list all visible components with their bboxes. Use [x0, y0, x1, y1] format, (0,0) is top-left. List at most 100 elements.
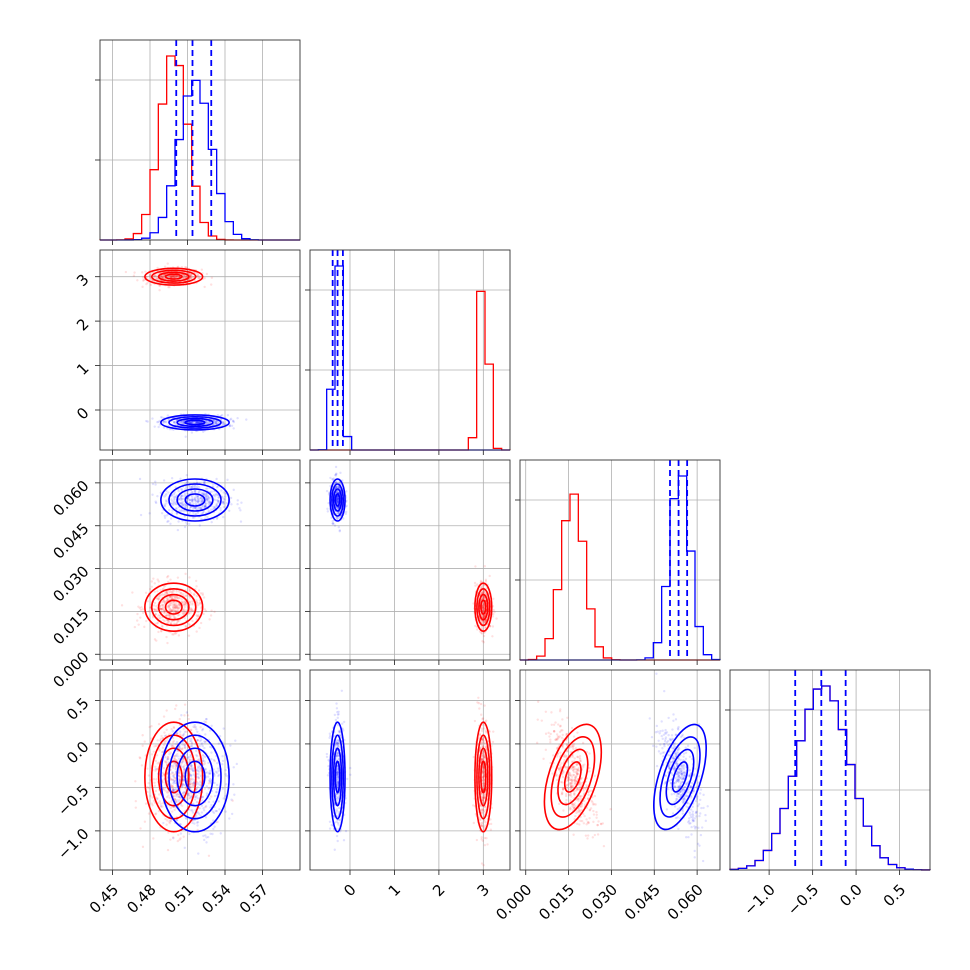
scatter-point [198, 524, 202, 527]
scatter-point [183, 274, 187, 278]
scatter-point [154, 759, 158, 763]
scatter-point [489, 822, 493, 826]
scatter-point [170, 476, 174, 480]
scatter-point [162, 606, 165, 609]
scatter-point [492, 608, 495, 612]
scatter-point [145, 619, 148, 623]
scatter-point [189, 273, 192, 277]
scatter-point [489, 818, 492, 821]
contour-level [184, 419, 206, 426]
scatter-point [184, 625, 187, 628]
scatter-point [473, 719, 477, 723]
scatter-point [165, 492, 168, 496]
scatter-point [173, 274, 176, 278]
scatter-point [161, 275, 164, 279]
scatter-point [232, 766, 235, 769]
scatter-point [210, 751, 213, 754]
scatter-point [169, 517, 173, 520]
scatter-point [146, 767, 149, 770]
scatter-point [211, 810, 214, 813]
scatter-point [148, 274, 152, 277]
scatter-point [335, 702, 338, 705]
scatter-point [205, 792, 209, 795]
scatter-point [174, 742, 177, 746]
scatter-point [222, 727, 225, 730]
scatter-point [334, 465, 338, 469]
scatter-point [148, 587, 152, 591]
scatter-point [194, 795, 198, 799]
scatter-point [213, 825, 216, 828]
scatter-point [153, 582, 156, 585]
scatter-point [175, 799, 179, 802]
scatter-point [489, 828, 493, 831]
scatter-point [163, 760, 167, 763]
scatter-point [209, 832, 212, 835]
scatter-point [199, 740, 202, 743]
scatter-point [342, 839, 346, 842]
scatter-point [156, 797, 159, 801]
scatter-point [171, 274, 174, 278]
scatter-point [182, 783, 185, 787]
scatter-point [172, 495, 175, 499]
scatter-point [170, 744, 173, 747]
scatter-point [239, 520, 243, 523]
scatter-point [144, 270, 147, 273]
scatter-point [172, 274, 175, 278]
scatter-point [179, 832, 183, 835]
scatter-point [212, 423, 215, 426]
scatter-point [195, 594, 199, 598]
scatter-point [204, 733, 207, 736]
scatter-point [483, 704, 486, 707]
scatter-point [190, 740, 193, 743]
scatter-point [174, 275, 177, 278]
scatter-point [215, 791, 218, 794]
scatter-point [225, 783, 228, 786]
scatter-point [214, 422, 218, 425]
scatter-point [337, 525, 341, 529]
scatter-point [167, 794, 170, 797]
panel-1-1 [305, 249, 511, 455]
scatter-point [482, 727, 486, 730]
scatter-point [161, 746, 165, 749]
scatter-point [169, 595, 172, 598]
scatter-point [189, 753, 192, 757]
scatter-point [163, 420, 166, 424]
scatter-point [188, 421, 192, 424]
scatter-point [165, 635, 168, 639]
scatter-point [160, 512, 164, 515]
scatter-point [171, 275, 175, 278]
scatter-point [194, 788, 198, 792]
scatter-point [482, 634, 486, 638]
scatter-point [188, 623, 191, 626]
scatter-point [186, 480, 189, 484]
scatter-point [194, 749, 198, 753]
scatter-point [153, 784, 157, 787]
scatter-point [179, 420, 183, 424]
scatter-point [233, 793, 236, 796]
scatter-point [170, 727, 173, 731]
scatter-point [192, 784, 195, 788]
scatter-point [194, 768, 197, 772]
scatter-point [150, 580, 154, 583]
scatter-point [166, 783, 169, 787]
scatter-point [203, 608, 207, 611]
scatter-point [472, 821, 476, 825]
scatter-point [212, 758, 216, 762]
scatter-point [134, 806, 138, 809]
scatter-point [229, 744, 232, 747]
scatter-point [178, 613, 181, 616]
scatter-point [150, 802, 154, 805]
scatter-point [185, 711, 189, 714]
scatter-point [183, 714, 186, 717]
scatter-point [158, 614, 161, 617]
scatter-point [159, 739, 162, 742]
scatter-point [175, 275, 179, 278]
scatter-point [191, 421, 194, 424]
scatter-point [180, 598, 184, 601]
scatter-point [168, 804, 171, 807]
scatter-point [167, 508, 171, 512]
scatter-point [483, 824, 487, 827]
scatter-point [218, 808, 221, 811]
scatter-point [186, 714, 190, 717]
scatter-point [482, 778, 485, 781]
